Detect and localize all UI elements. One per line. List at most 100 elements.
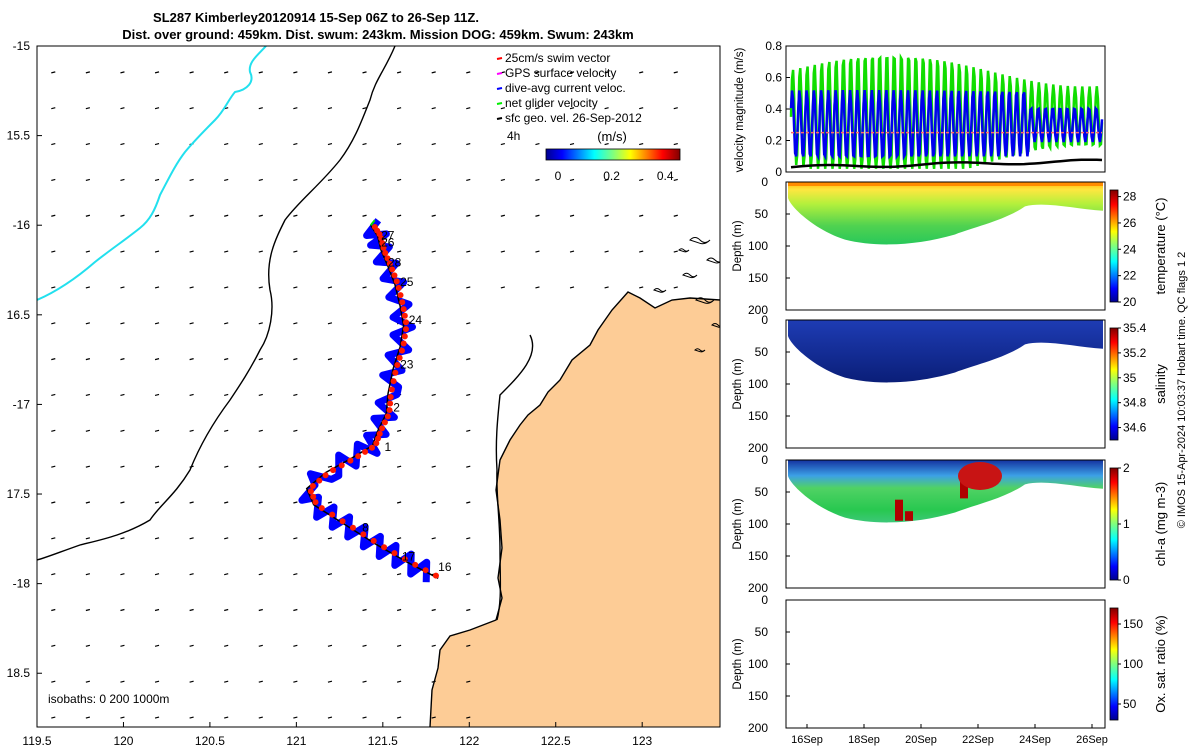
wind-arrow — [431, 501, 436, 504]
island — [682, 272, 698, 279]
wind-arrow — [51, 178, 56, 181]
wind-arrow — [431, 358, 436, 361]
wind-arrow — [258, 644, 263, 647]
wind-arrow — [500, 178, 506, 181]
map-x-tick-label: 121 — [286, 734, 306, 748]
wind-arrow — [85, 107, 91, 110]
legend-swatch — [496, 117, 503, 120]
wind-arrow — [396, 537, 402, 540]
map-frame — [36, 45, 721, 728]
time-tick-label: 22Sep — [962, 734, 994, 746]
wind-arrow — [431, 107, 436, 110]
colorbar-tick-label: 0 — [555, 169, 562, 183]
wind-arrow — [51, 71, 56, 74]
isobaths-label: isobaths: 0 200 1000m — [48, 692, 169, 706]
wind-arrow — [154, 142, 160, 146]
depth-panel-oxygen: 0 50 100 150 200 Depth (m) 50 100 150 Ox. sat. ra… — [732, 593, 1168, 735]
wind-arrow — [327, 501, 333, 504]
wind-arrow — [189, 680, 194, 683]
wind-arrow — [224, 322, 229, 325]
wind-arrow — [673, 71, 678, 74]
depth-y-tick-label: 0 — [761, 313, 768, 327]
wind-arrow — [396, 429, 402, 432]
swim-vector — [432, 572, 439, 579]
legend-label: GPS surface velocity — [505, 66, 616, 80]
wind-arrow — [85, 393, 91, 397]
swim-vector — [380, 244, 387, 251]
wind-arrow — [85, 680, 91, 683]
wind-arrow — [569, 214, 575, 217]
day-label: 24 — [409, 313, 423, 327]
velocity-y-tick-label: 0.4 — [765, 102, 782, 116]
wind-arrow — [500, 214, 506, 217]
wind-arrow — [154, 680, 160, 683]
wind-arrow — [396, 71, 402, 74]
swim-vector — [391, 550, 398, 557]
depth-y-tick-label: 50 — [755, 345, 769, 359]
wind-arrow — [500, 142, 506, 146]
swim-vector — [402, 319, 409, 326]
wind-arrow — [466, 358, 471, 361]
wind-arrow — [154, 465, 160, 468]
wind-arrow — [293, 214, 298, 217]
island — [689, 237, 711, 245]
wind-arrow — [673, 250, 678, 253]
land-australia — [430, 292, 720, 727]
wind-arrow — [362, 142, 367, 146]
colorbar-tick-label: 22 — [1123, 269, 1137, 283]
swim-vector — [379, 240, 386, 247]
depth-y-tick-label: 100 — [748, 517, 768, 531]
legend-extra-4h: 4h — [507, 129, 520, 143]
wind-arrow — [639, 178, 644, 181]
dive-avg-current-band — [298, 218, 431, 583]
swim-vector — [360, 531, 367, 538]
depth-y-tick-label: 100 — [748, 377, 768, 391]
depth-y-tick-label: 150 — [748, 271, 768, 285]
wind-arrow — [362, 322, 367, 325]
map-x-tick-label: 122.5 — [541, 734, 571, 748]
wind-arrow — [362, 107, 367, 110]
time-tick-label: 18Sep — [848, 734, 880, 746]
map-y-tick-label: -18 — [13, 577, 31, 591]
wind-arrow — [154, 107, 160, 110]
swim-vector — [381, 544, 388, 551]
wind-arrow — [120, 465, 125, 468]
wind-arrow — [362, 573, 367, 576]
velocity-panel: 0 0.2 0.4 0.6 0.8 velocity magnitude (m/s) — [734, 39, 1106, 179]
wind-arrow — [431, 644, 436, 647]
wind-arrow — [396, 250, 402, 253]
wind-arrow — [327, 393, 333, 397]
wind-arrow — [154, 250, 160, 253]
wind-arrow — [396, 716, 402, 719]
wind-arrow — [327, 107, 333, 110]
wind-arrow — [224, 429, 229, 432]
wind-arrow — [120, 501, 125, 504]
wind-arrow — [293, 608, 298, 612]
swim-vector — [388, 386, 395, 393]
wind-arrow — [258, 250, 263, 253]
wind-arrow — [293, 680, 298, 683]
colorbar-tick-label: 26 — [1123, 216, 1137, 230]
colorbar-tick-label: 28 — [1123, 190, 1137, 204]
swim-vector — [368, 444, 375, 451]
wind-arrow — [569, 71, 575, 74]
wind-arrow — [673, 142, 678, 146]
wind-arrow — [293, 250, 298, 253]
wind-arrow — [327, 465, 333, 468]
wind-arrow — [431, 214, 436, 217]
wind-arrow — [466, 465, 471, 468]
depth-y-tick-label: 150 — [748, 409, 768, 423]
wind-arrow — [396, 178, 402, 181]
map-x-tick-label: 123 — [632, 734, 652, 748]
wind-arrow — [569, 250, 575, 253]
depth-ylabel: Depth (m) — [732, 498, 744, 549]
wind-arrow — [189, 429, 194, 432]
wind-arrow — [51, 393, 56, 397]
depth-y-tick-label: 50 — [755, 625, 769, 639]
swim-vector — [387, 393, 394, 400]
wind-arrow — [189, 393, 194, 397]
wind-arrow — [258, 537, 263, 540]
day-label: 17 — [402, 549, 416, 563]
wind-arrow — [431, 429, 436, 432]
time-tick-label: 24Sep — [1019, 734, 1051, 746]
